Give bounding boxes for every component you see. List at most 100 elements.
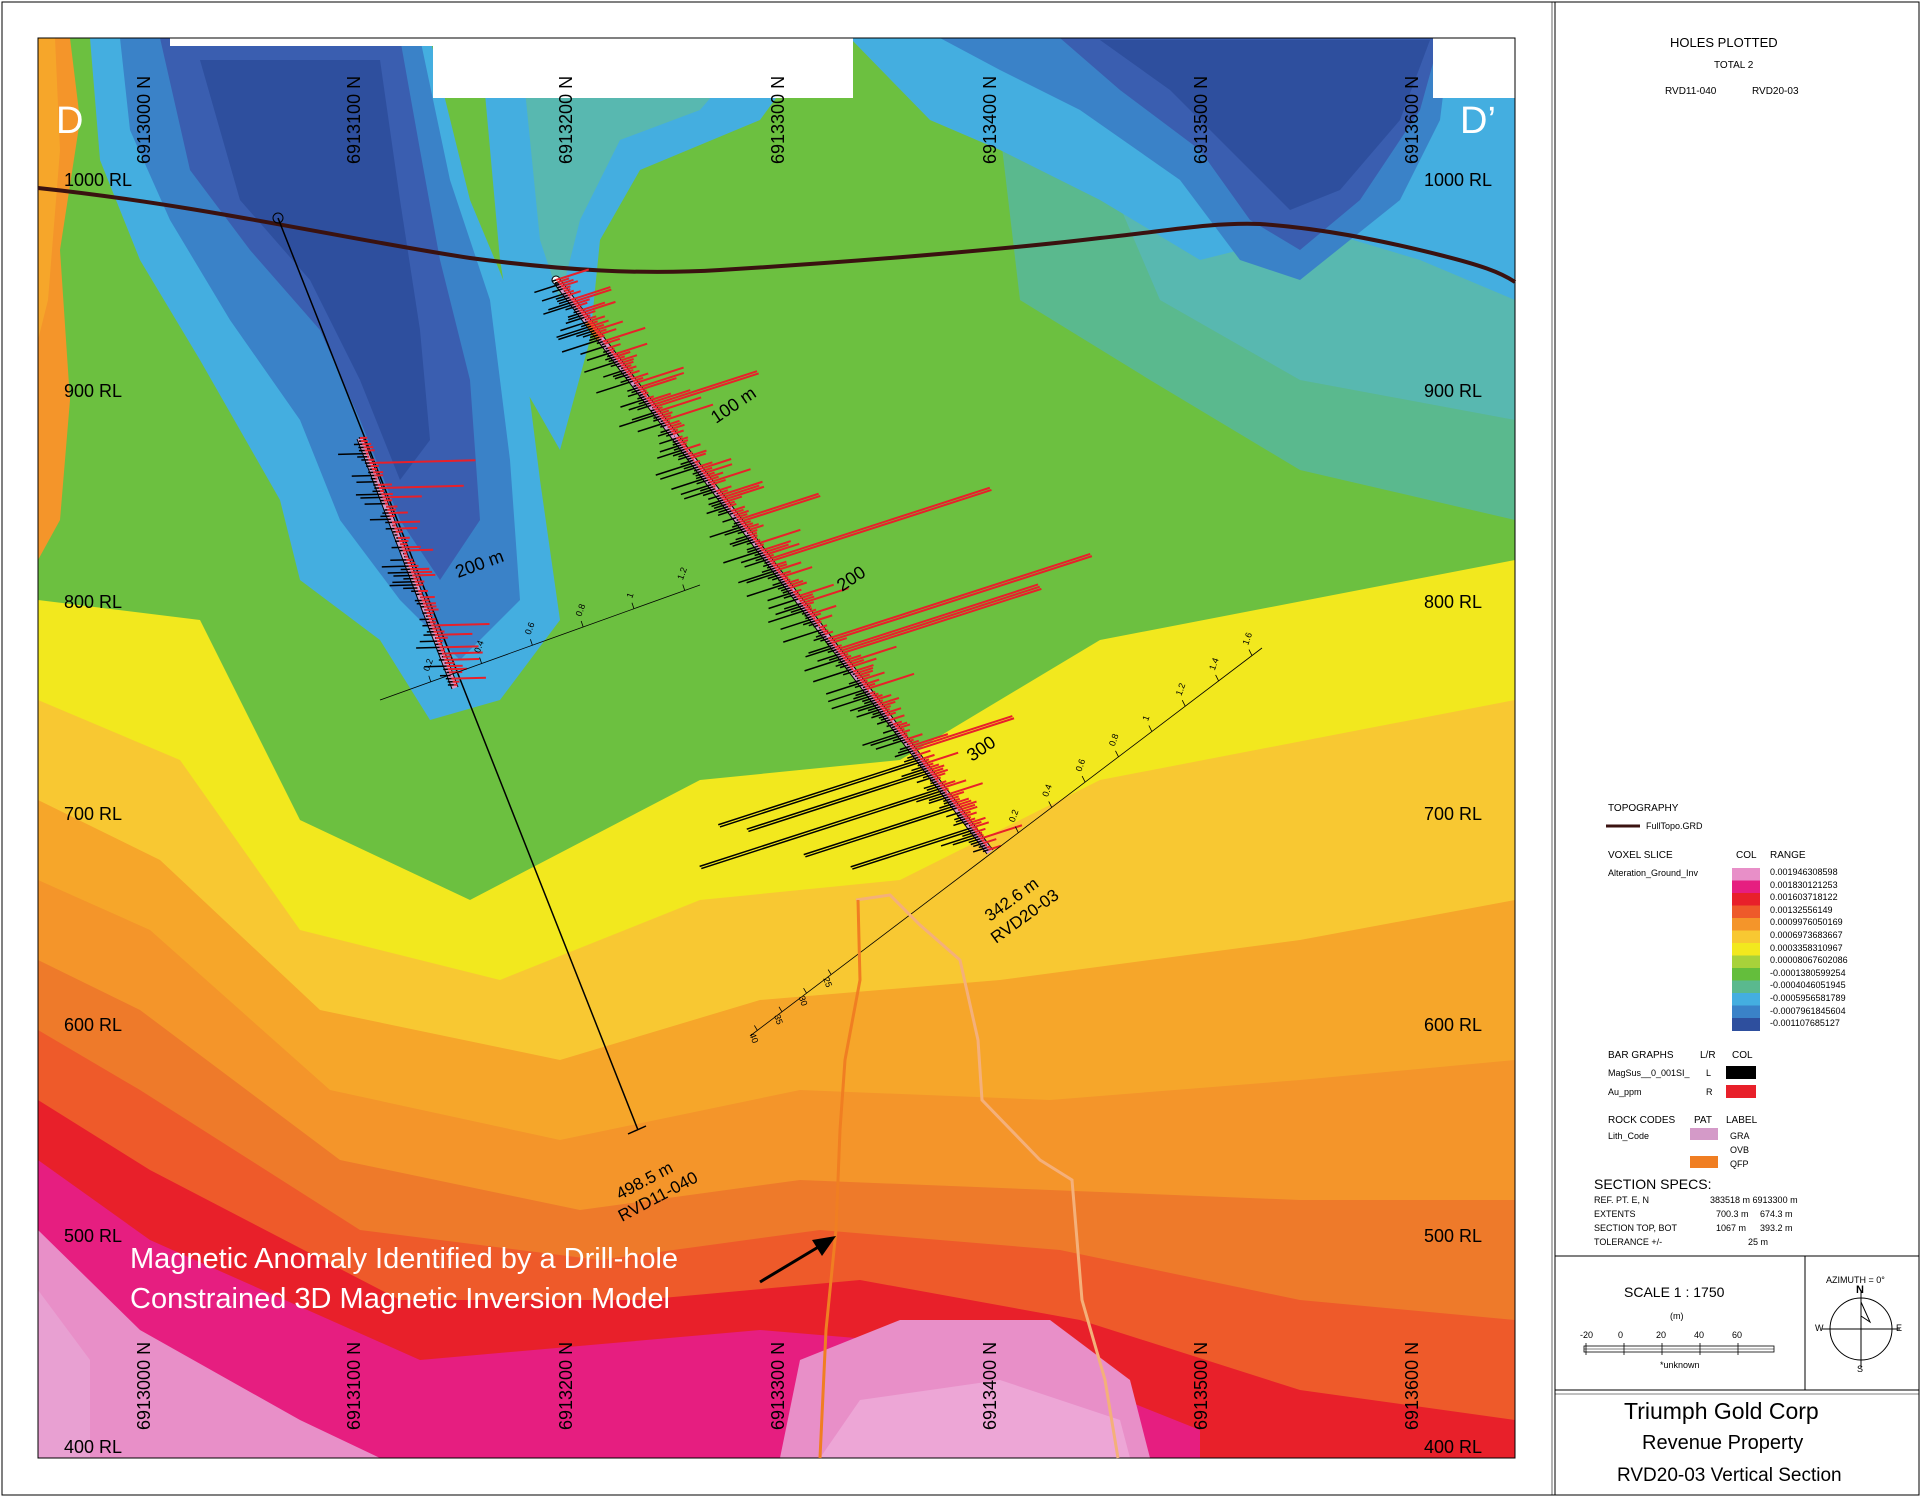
au-bar <box>926 763 940 770</box>
au-bar <box>744 523 759 530</box>
magsus-bar <box>907 754 917 759</box>
magsus-bar <box>677 455 690 461</box>
au-bar <box>876 699 884 704</box>
au-bar <box>792 588 802 594</box>
au-bar <box>575 301 588 308</box>
au-bar <box>769 489 992 563</box>
northing-top-label: 6913300 N <box>768 76 788 164</box>
au-bar <box>560 280 579 288</box>
magsus-bar <box>982 849 989 853</box>
magsus-bar <box>660 466 699 480</box>
au-bar <box>612 342 648 356</box>
rl-right-label: 500 RL <box>1424 1226 1482 1246</box>
au-bar <box>914 751 918 754</box>
au-bar <box>655 396 702 413</box>
au-bar <box>675 435 683 440</box>
au-bar <box>650 370 758 407</box>
au-bar <box>737 492 819 521</box>
au-bar <box>901 732 908 737</box>
au-bar <box>983 838 997 845</box>
scale-tick <box>428 675 432 682</box>
magsus-bar <box>733 521 740 525</box>
au-bar <box>659 411 673 418</box>
au-bar <box>852 664 874 673</box>
magsus-bar <box>953 820 967 827</box>
magsus-bar <box>828 655 842 661</box>
magsus-bar <box>551 279 557 283</box>
au-bar <box>664 420 671 424</box>
magsus-bar <box>911 765 926 772</box>
magsus-bar <box>863 699 876 705</box>
rvd20-bar-scale-mag: 25 30 35 40 <box>747 857 986 1045</box>
au-bar <box>582 310 596 317</box>
magsus-bar <box>580 323 590 328</box>
scale-tick-label: 0.8 <box>1107 732 1121 747</box>
magsus-bar <box>926 785 941 791</box>
magsus-bar <box>655 461 695 476</box>
au-bar <box>952 797 970 805</box>
au-bar <box>609 347 615 352</box>
magsus-bar <box>771 576 782 581</box>
au-bar <box>632 376 644 383</box>
magsus-bar <box>775 604 804 616</box>
magsus-bar <box>680 459 694 466</box>
au-bar <box>690 452 707 460</box>
magsus-bar <box>543 303 575 315</box>
scale-tick <box>580 620 584 628</box>
au-bar <box>647 392 672 402</box>
au-bar <box>645 395 655 400</box>
au-bar <box>747 529 758 534</box>
magsus-bar <box>882 728 897 734</box>
au-bar <box>730 505 746 512</box>
au-bar <box>924 762 934 768</box>
au-bar <box>699 458 732 471</box>
au-bar <box>388 511 408 514</box>
magsus-bar <box>876 719 891 725</box>
rvd20-bar-graphs <box>534 268 1093 870</box>
au-bar <box>584 314 591 319</box>
au-bar <box>567 290 581 297</box>
scale-tick <box>530 639 533 646</box>
au-bar <box>378 484 464 489</box>
au-bar <box>762 543 789 554</box>
magsus-bar <box>729 536 752 546</box>
au-bar <box>897 728 905 732</box>
magsus-bar <box>778 578 784 582</box>
au-bar <box>629 374 633 378</box>
au-bar <box>644 394 647 398</box>
scale-tick <box>803 987 807 994</box>
magsus-bar <box>943 798 951 803</box>
magsus-bar <box>565 305 577 311</box>
magsus-bar <box>589 336 600 342</box>
magsus-bar <box>603 349 610 354</box>
au-bar <box>622 364 632 369</box>
au-bar <box>801 587 849 605</box>
magsus-bar <box>746 582 787 598</box>
au-bar <box>604 337 621 345</box>
ramp-step <box>1732 943 1760 956</box>
ramp-step <box>1732 1018 1760 1031</box>
au-bar <box>956 800 977 809</box>
scale-tick <box>1015 826 1019 833</box>
au-bar <box>954 799 972 807</box>
scale-tick <box>1148 725 1153 732</box>
magsus-bar <box>584 360 618 373</box>
magsus-bar <box>558 327 593 341</box>
magsus-bar <box>719 761 922 828</box>
scale-tick-label: 1.6 <box>1240 631 1254 646</box>
magsus-bar <box>589 334 598 339</box>
au-bar <box>597 328 617 336</box>
magsus-bar <box>804 657 844 672</box>
au-bar <box>899 729 911 735</box>
magsus-bar <box>952 835 979 846</box>
magsus-bar <box>601 343 605 346</box>
magsus-bar <box>838 659 846 664</box>
au-bar <box>684 443 701 451</box>
au-bar <box>735 513 748 519</box>
rl-left-label: 400 RL <box>64 1437 122 1457</box>
rl-left-label: 800 RL <box>64 592 122 612</box>
northing-top-label: 6913100 N <box>344 76 364 164</box>
ramp-step <box>1732 918 1760 931</box>
magsus-bar <box>862 697 874 703</box>
magsus-bar <box>637 395 645 400</box>
